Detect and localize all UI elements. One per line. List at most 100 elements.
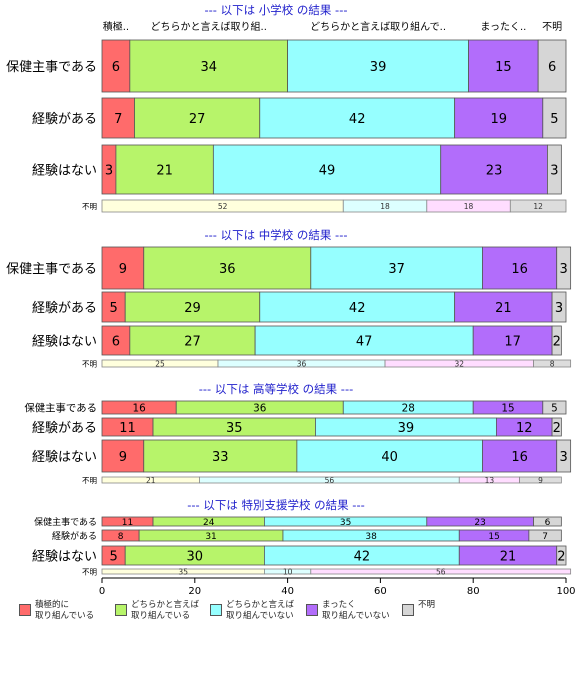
data-label: 11 — [122, 518, 133, 528]
bar-segment — [296, 439, 483, 473]
unknown-row-label: 不明 — [82, 568, 97, 577]
column-header-5: 不明 — [542, 21, 562, 33]
legend-item-4: まったく 取り組んでいない — [306, 600, 390, 622]
data-label: 49 — [319, 163, 336, 178]
bar-segment — [482, 246, 558, 290]
bar-segment — [212, 144, 442, 195]
row-label: 経験がある — [32, 112, 97, 127]
data-label: 42 — [349, 301, 366, 316]
data-label: 35 — [226, 421, 243, 436]
data-label: 2 — [553, 421, 561, 436]
bar-segment — [556, 545, 567, 566]
unknown-data-label: 18 — [380, 202, 390, 211]
bar-segment — [143, 246, 312, 290]
data-label: 9 — [119, 262, 127, 277]
data-label: 39 — [398, 421, 415, 436]
bar-segment — [124, 291, 261, 323]
bar-segment — [454, 97, 544, 139]
bar-segment — [254, 325, 474, 356]
unknown-segment — [310, 568, 572, 575]
data-label: 34 — [200, 60, 217, 75]
unknown-row-label: 不明 — [82, 476, 97, 485]
data-label: 9 — [119, 450, 127, 465]
row-label: 経験はない — [32, 450, 97, 465]
unknown-data-label: 56 — [436, 568, 446, 577]
unknown-data-label: 25 — [155, 360, 165, 369]
legend-item-1: 積極的に 取り組んでいる — [19, 600, 94, 622]
data-label: 11 — [119, 421, 136, 436]
panel-title-1: --- 以下は 小学校 の結果 --- — [204, 3, 347, 17]
data-label: 3 — [105, 163, 113, 178]
panel-title-3: --- 以下は 高等学校 の結果 --- — [199, 382, 354, 396]
data-label: 21 — [500, 549, 517, 564]
legend-swatch-3 — [210, 604, 222, 616]
data-label: 19 — [490, 112, 507, 127]
panel-title-4: --- 以下は 特別支援学校 の結果 --- — [187, 498, 365, 512]
data-label: 47 — [356, 334, 373, 349]
data-label: 23 — [486, 163, 503, 178]
data-label: 6 — [545, 518, 551, 528]
legend-swatch-5 — [402, 604, 414, 616]
unknown-segment — [509, 199, 567, 213]
legend-item-3: どちらかと言えば 取り組んでいない — [210, 600, 294, 622]
bar-segment — [556, 246, 572, 290]
bar-segment — [134, 97, 261, 139]
bar-segment — [482, 439, 558, 473]
bar-segment — [101, 439, 145, 473]
unknown-data-label: 10 — [283, 568, 293, 577]
row-label: 保健主事である — [6, 262, 97, 277]
unknown-data-label: 12 — [533, 202, 543, 211]
data-label: 6 — [548, 60, 556, 75]
unknown-data-label: 21 — [146, 476, 156, 485]
row-label: 保健主事である — [24, 401, 97, 414]
bar-segment — [472, 325, 553, 356]
data-label: 15 — [488, 532, 499, 542]
data-label: 31 — [205, 532, 216, 542]
row-label: 保健主事である — [34, 516, 97, 528]
bar-segment — [129, 39, 288, 93]
bar-segment — [542, 97, 567, 139]
data-label: 6 — [112, 60, 120, 75]
data-label: 36 — [253, 402, 266, 414]
bar-segment — [468, 39, 539, 93]
unknown-row-label: 不明 — [82, 360, 97, 369]
data-label: 12 — [516, 421, 533, 436]
data-label: 21 — [495, 301, 512, 316]
x-tick-label: 80 — [467, 586, 480, 597]
data-label: 42 — [349, 112, 366, 127]
row-label: 経験がある — [32, 421, 97, 436]
bar-segment — [259, 291, 456, 323]
bar-segment — [101, 246, 145, 290]
column-header-4: まったく.. — [480, 21, 526, 33]
data-label: 3 — [555, 301, 563, 316]
legend-label-5: 不明 — [418, 600, 436, 610]
unknown-row-label: 不明 — [82, 202, 97, 211]
data-label: 5 — [551, 402, 558, 414]
bar-segment — [533, 516, 562, 527]
row-label: 経験がある — [52, 530, 97, 542]
data-label: 5 — [109, 549, 117, 564]
unknown-segment — [533, 359, 572, 368]
unknown-data-label: 52 — [218, 202, 228, 211]
legend-label-1: 積極的に 取り組んでいる — [35, 600, 95, 621]
data-label: 36 — [219, 262, 236, 277]
panel-title-2: --- 以下は 中学校 の結果 --- — [204, 228, 347, 242]
data-label: 33 — [212, 450, 229, 465]
legend-item-5: 不明 — [402, 600, 435, 616]
column-header-2: どちらかと言えば取り組.. — [151, 20, 267, 33]
data-label: 35 — [340, 518, 351, 528]
bar-segment — [101, 97, 135, 139]
bar-segment — [454, 291, 553, 323]
unknown-data-label: 9 — [538, 476, 543, 485]
data-label: 15 — [501, 402, 514, 414]
data-label: 15 — [495, 60, 512, 75]
unknown-data-label: 8 — [550, 360, 555, 369]
x-tick-label: 20 — [188, 586, 201, 597]
legend-label-3: どちらかと言えば 取り組んでいない — [226, 600, 295, 621]
row-label: 経験はない — [32, 163, 97, 178]
unknown-data-label: 13 — [485, 476, 495, 485]
x-tick-label: 40 — [281, 586, 294, 597]
data-label: 3 — [550, 163, 558, 178]
bar-segment — [287, 39, 469, 93]
